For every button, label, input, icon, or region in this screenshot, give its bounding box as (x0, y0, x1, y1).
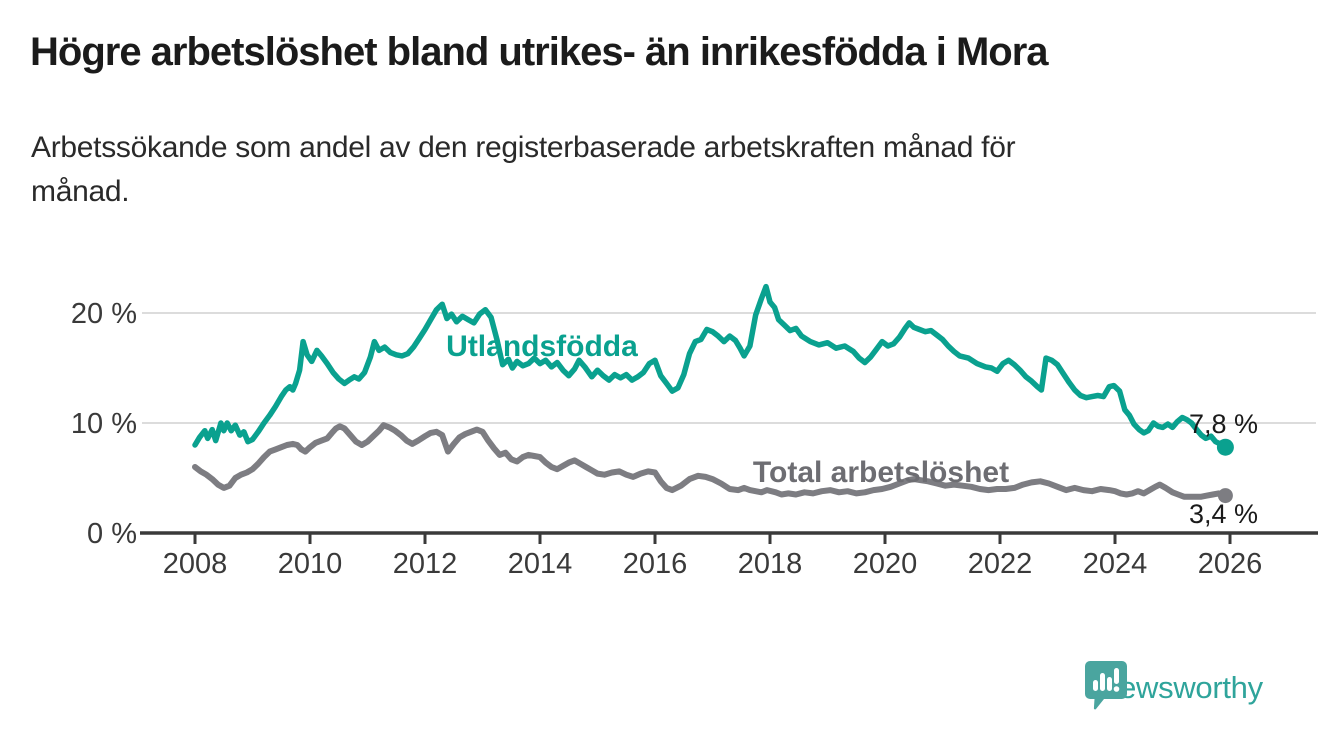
end-value-label-utlandsfodda: 7,8 % (1189, 409, 1258, 439)
newsworthy-logo-icon (1085, 661, 1127, 710)
newsworthy-logo: Newsworthy (1085, 660, 1325, 715)
x-tick-label: 2012 (393, 548, 458, 580)
end-dot-total (1217, 488, 1233, 504)
x-tick-label: 2022 (968, 548, 1033, 580)
subtitle-line-1: Arbetssökande som andel av den registerb… (31, 131, 1016, 164)
series-line-total-arbetsloshet (192, 422, 1229, 500)
x-tick-label: 2010 (278, 548, 343, 580)
x-tick-label: 2008 (163, 548, 228, 580)
series-label-total-arbetsloshet: Total arbetslöshet (753, 456, 1009, 489)
x-tick-label: 2024 (1083, 548, 1148, 580)
series-line-utlandsfodda (192, 283, 1229, 450)
end-dot-utlandsfodda (1216, 438, 1234, 456)
exclamation-bar (1114, 668, 1119, 684)
bar-chart-glyph (1093, 668, 1120, 692)
subtitle-line-2: månad. (31, 174, 130, 208)
speech-bubble-shape (1085, 661, 1127, 710)
y-tick-label-10: 10 % (71, 408, 137, 440)
x-tick-label: 2026 (1198, 548, 1263, 580)
exclamation-dot (1113, 686, 1120, 692)
y-tick-label-0: 0 % (87, 518, 137, 550)
end-value-label-total: 3,4 % (1189, 499, 1258, 529)
chart-subtitle: Arbetssökande som andel av den registerb… (31, 126, 1231, 213)
series-label-utlandsfodda: Utlandsfödda (446, 330, 638, 363)
x-axis-labels: 2008 2010 2012 2014 2016 2018 2020 2022 … (163, 548, 1263, 580)
y-tick-label-20: 20 % (71, 298, 137, 330)
x-axis-ticks (193, 533, 1232, 544)
x-tick-label: 2020 (853, 548, 918, 580)
x-tick-label: 2016 (623, 548, 688, 580)
x-tick-label: 2018 (738, 548, 803, 580)
page-title: Högre arbetslöshet bland utrikes- än inr… (30, 30, 1049, 74)
x-tick-label: 2014 (508, 548, 573, 580)
